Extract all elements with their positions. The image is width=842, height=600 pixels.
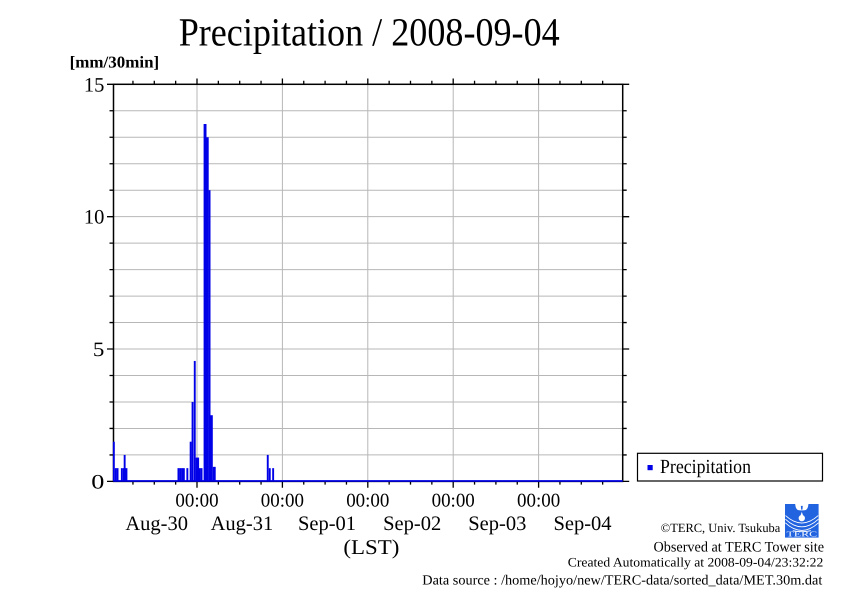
svg-text:Observed at TERC Tower site: Observed at TERC Tower site <box>654 540 825 556</box>
svg-text:Aug-31: Aug-31 <box>211 513 274 535</box>
svg-text:Sep-04: Sep-04 <box>553 513 611 535</box>
svg-text:00:00: 00:00 <box>175 491 218 512</box>
svg-text:Sep-02: Sep-02 <box>383 513 441 535</box>
svg-text:TERC: TERC <box>787 529 818 538</box>
svg-text:00:00: 00:00 <box>517 491 560 512</box>
svg-text:5: 5 <box>93 339 104 361</box>
svg-text:0: 0 <box>91 471 104 493</box>
svg-text:[mm/30min]: [mm/30min] <box>70 52 160 71</box>
svg-text:15: 15 <box>84 74 105 96</box>
svg-text:Data source : /home/hojyo/new/: Data source : /home/hojyo/new/TERC-data/… <box>422 574 822 589</box>
svg-text:00:00: 00:00 <box>432 491 475 512</box>
svg-text:00:00: 00:00 <box>261 491 304 512</box>
svg-text:Created Automatically at 2008-: Created Automatically at 2008-09-04/23:3… <box>568 555 824 570</box>
svg-text:(LST): (LST) <box>343 535 399 559</box>
svg-text:Aug-30: Aug-30 <box>125 513 188 535</box>
svg-text:Sep-01: Sep-01 <box>298 513 356 535</box>
svg-text:©TERC, Univ. Tsukuba: ©TERC, Univ. Tsukuba <box>661 521 781 535</box>
svg-text:Precipitation: Precipitation <box>660 456 751 478</box>
svg-text:Precipitation / 2008-09-04: Precipitation / 2008-09-04 <box>179 9 560 54</box>
svg-text:10: 10 <box>84 207 105 229</box>
svg-text:00:00: 00:00 <box>346 491 389 512</box>
svg-text:Sep-03: Sep-03 <box>468 513 526 535</box>
